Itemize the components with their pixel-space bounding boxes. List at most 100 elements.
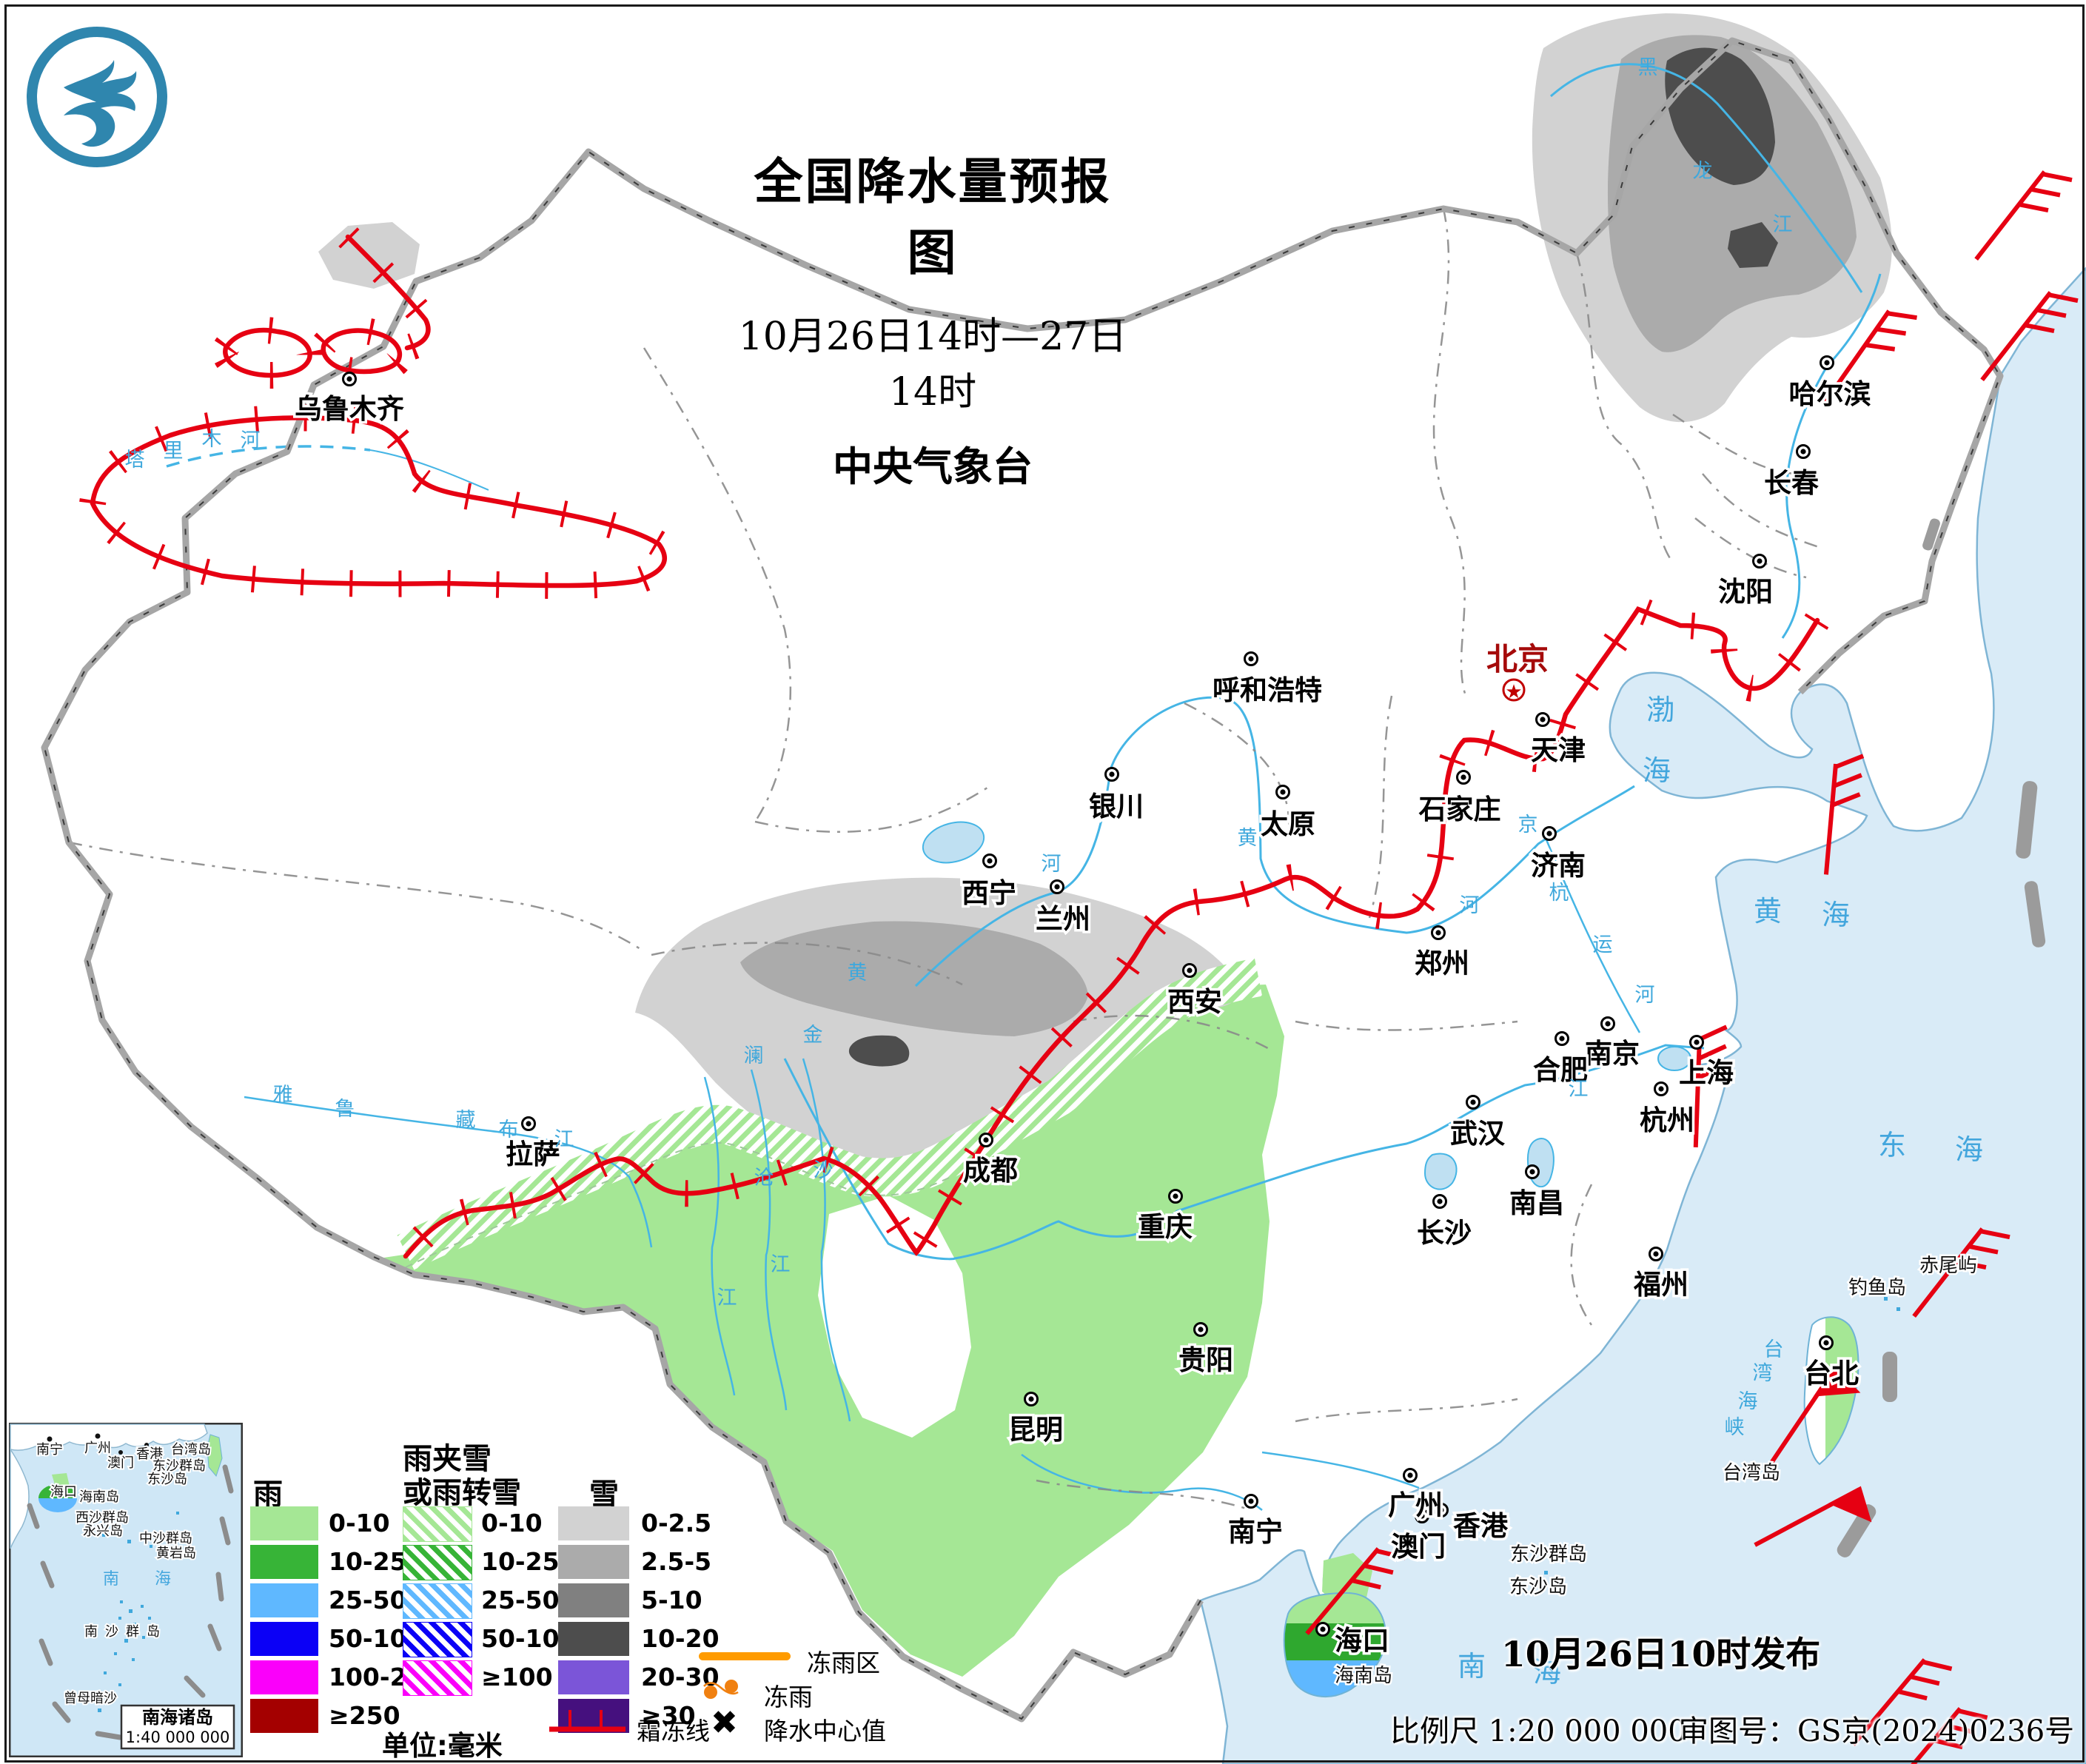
river-label: 江 (1569, 1078, 1589, 1101)
legend-swatch (250, 1583, 318, 1617)
legend-snow-title: 雪 (589, 1478, 619, 1512)
legend-swatch (558, 1660, 629, 1694)
river-label: 里 (164, 440, 184, 463)
legend-swatch (250, 1545, 318, 1579)
inset-labels: 南宁 广州 澳门 香港 台湾岛 东沙群岛 东沙岛 海口 海南岛 西沙群岛 永兴岛… (35, 1433, 212, 1708)
legend-rain-title: 雨 (253, 1478, 283, 1512)
city-label: 沈阳 (1718, 576, 1773, 608)
legend-swatch (250, 1699, 318, 1733)
river-label: 金 (803, 1024, 823, 1047)
river-label: 黄 (848, 962, 868, 985)
strait-label: 海 (1738, 1390, 1758, 1413)
island-label: 钓鱼岛 (1848, 1277, 1906, 1299)
south-china-sea-inset: 南宁 广州 澳门 香港 台湾岛 东沙群岛 东沙岛 海口 海南岛 西沙群岛 永兴岛… (9, 1423, 243, 1757)
legend-swatch (250, 1622, 318, 1656)
city-label: 南宁 (1228, 1516, 1283, 1548)
river-label: 江 (554, 1128, 574, 1151)
map-agency: 中央气象台 (833, 443, 1033, 490)
city-labels: 北京 乌鲁木齐 哈尔滨 长春 沈阳 天津 呼和浩特 石家庄 太原 济南 银川 西… (292, 376, 1874, 1660)
sea-label: 东 (1878, 1129, 1909, 1161)
river-label: 藏 (456, 1109, 476, 1132)
strait-label: 湾 (1753, 1362, 1773, 1385)
legend-swatch-hatch (403, 1622, 472, 1657)
city-label: 天津 (1531, 734, 1586, 766)
legend-swatch (250, 1660, 318, 1694)
inset-label: 西沙群岛 (76, 1510, 129, 1526)
river-label: 河 (1042, 853, 1062, 876)
inset-sea-label: 南 (103, 1570, 119, 1589)
river-label: 河 (1635, 984, 1655, 1007)
sea-label: 黄 (1754, 895, 1785, 928)
legend-swatch (558, 1622, 629, 1656)
city-label: 成都 (963, 1155, 1018, 1187)
city-label: 澳门 (1391, 1531, 1446, 1563)
frost-line-label: 霜冻线 (637, 1717, 710, 1745)
inset-label: 曾母暗沙 (64, 1691, 117, 1706)
inset-label: 永兴岛 (83, 1523, 123, 1539)
city-label: 呼和浩特 (1213, 674, 1322, 706)
river-label: 京 (1518, 814, 1538, 836)
freezing-rain-icon (703, 1680, 739, 1699)
city-label: 合肥 (1533, 1054, 1588, 1086)
legend-unit: 单位:毫米 (382, 1730, 503, 1762)
legend-swatch (558, 1506, 629, 1540)
inset-land (10, 1423, 223, 1549)
city-label: 香港 (1453, 1510, 1509, 1542)
inset-title-box: 南海诸岛 1:40 000 000 (120, 1704, 235, 1750)
city-label: 太原 (1261, 808, 1315, 840)
river-label: 塔 (125, 449, 145, 472)
city-markers: ★ (342, 355, 1834, 1637)
sea-label: 海 (1643, 754, 1674, 787)
city-label: 西宁 (962, 877, 1016, 909)
river-label: 黑 (1638, 56, 1658, 79)
city-label: 银川 (1089, 791, 1144, 822)
legend-label: 0-2.5 (641, 1509, 712, 1537)
river-label: 木 (202, 428, 222, 451)
legend-sleet-title2: 或雨转雪 (403, 1476, 521, 1510)
inset-label: 海南岛 (79, 1489, 119, 1505)
river-label: 河 (1460, 894, 1480, 917)
river-label: 杭 (1549, 882, 1569, 905)
sea-label: 渤 (1646, 694, 1677, 726)
river-label: 布 (499, 1119, 519, 1141)
city-label: 郑州 (1415, 948, 1469, 979)
legend-label: 10-20 (641, 1624, 720, 1653)
city-label: 台北 (1804, 1358, 1859, 1389)
legend-swatch (558, 1583, 629, 1617)
legend-label: ≥250 (329, 1701, 400, 1730)
city-label: 广州 (1388, 1489, 1443, 1521)
title-block: 全国降水量预报图 10月26日14时—27日14时 中央气象台 (733, 142, 1133, 492)
legend-swatch (558, 1545, 629, 1579)
frost-line-icon (549, 1710, 626, 1732)
legend-label: 0-10 (481, 1509, 543, 1537)
island-label: 东沙岛 (1509, 1576, 1567, 1598)
river-label: 澜 (744, 1044, 764, 1067)
city-label: 济南 (1531, 850, 1586, 882)
city-label: 拉萨 (506, 1138, 560, 1170)
svg-text:★: ★ (1505, 681, 1522, 703)
city-label: 长沙 (1417, 1217, 1472, 1249)
inset-label: 台湾岛 (171, 1442, 211, 1458)
rain-areas (379, 985, 1859, 1698)
freezing-zone-label: 冻雨区 (807, 1649, 880, 1677)
legend-swatch-hatch (403, 1506, 472, 1542)
city-label: 海口 (1335, 1625, 1389, 1657)
river-label: 鲁 (335, 1098, 355, 1121)
legend: 雨 雨夹雪 或雨转雪 雪 0-10 10-25 25-50 50-100 100… (246, 1429, 971, 1762)
island-label: 台湾岛 (1723, 1462, 1780, 1484)
city-label: 南昌 (1509, 1187, 1564, 1219)
sea-label: 南 (1458, 1650, 1489, 1683)
map-period: 10月26日14时—27日14时 (738, 315, 1127, 415)
inset-label: 南沙群岛 (84, 1624, 167, 1640)
sea-labels: 渤 海 黄 海 东 海 南 海 (1458, 694, 1986, 1688)
city-label: 贵阳 (1178, 1344, 1233, 1376)
freezing-rain-label: 冻雨 (764, 1683, 813, 1711)
inset-label: 黄岩岛 (156, 1546, 196, 1561)
sea-label: 海 (1955, 1133, 1986, 1166)
city-label: 兰州 (1036, 903, 1090, 935)
inset-label: 海口 (50, 1484, 77, 1500)
legend-swatch-hatch (403, 1583, 472, 1619)
city-label: 乌鲁木齐 (295, 393, 404, 425)
precip-center-label: 降水中心值 (764, 1717, 886, 1745)
